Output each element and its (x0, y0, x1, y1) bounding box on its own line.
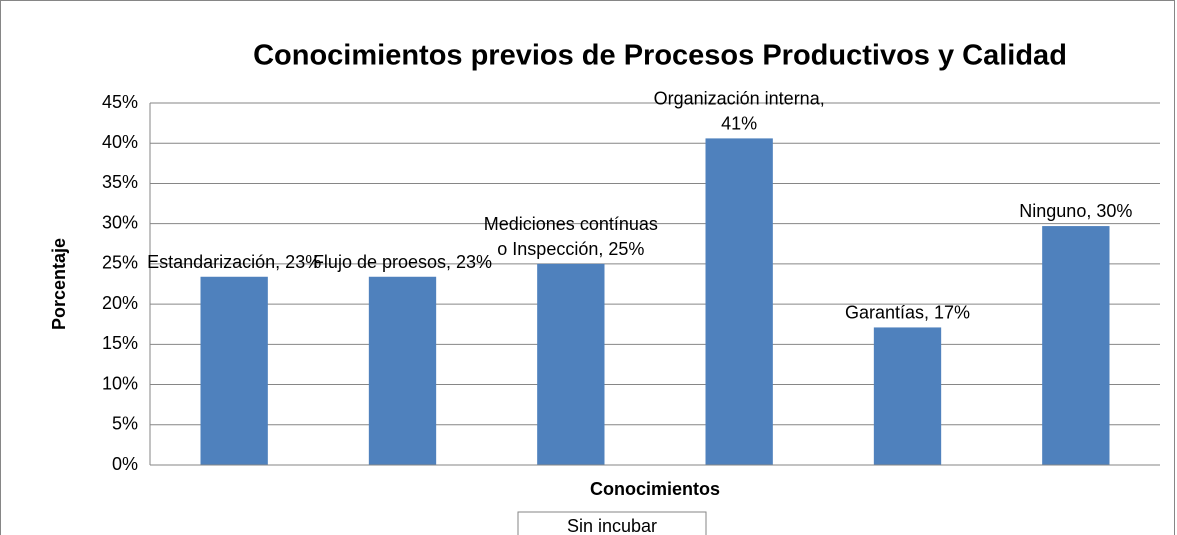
bar (200, 276, 268, 465)
y-tick-label: 35% (102, 172, 138, 192)
y-tick-label: 40% (102, 132, 138, 152)
data-label: Garantías, 17% (845, 302, 970, 322)
x-axis-label: Conocimientos (590, 479, 720, 499)
y-tick-label: 5% (112, 414, 138, 434)
y-tick-label: 15% (102, 333, 138, 353)
y-axis-label: Porcentaje (49, 238, 69, 330)
y-tick-label: 45% (102, 92, 138, 112)
legend-label: Sin incubar (567, 516, 657, 535)
bar (705, 138, 773, 465)
data-label: Estandarización, 23% (147, 252, 321, 272)
y-tick-label: 10% (102, 373, 138, 393)
data-label: Flujo de proesos, 23% (313, 252, 492, 272)
chart-title: Conocimientos previos de Procesos Produc… (253, 40, 1067, 72)
bar (368, 276, 437, 465)
y-tick-label: 0% (112, 454, 138, 474)
data-label: Ninguno, 30% (1019, 201, 1132, 221)
bar (537, 263, 605, 465)
legend-box (517, 511, 707, 535)
y-tick-label: 25% (102, 253, 138, 273)
data-label: Organización interna, 41% (654, 88, 825, 133)
data-label: Mediciones contínuas o Inspección, 25% (484, 214, 658, 259)
y-tick-label: 30% (102, 212, 138, 232)
bar (873, 327, 942, 465)
bar (1042, 226, 1110, 465)
y-tick-label: 20% (102, 293, 138, 313)
